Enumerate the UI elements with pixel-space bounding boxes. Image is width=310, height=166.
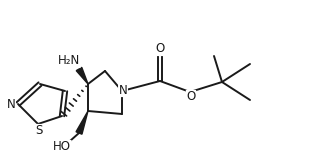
Text: H₂N: H₂N bbox=[58, 54, 80, 68]
Text: O: O bbox=[155, 42, 165, 55]
Text: O: O bbox=[186, 90, 196, 103]
Polygon shape bbox=[76, 67, 88, 84]
Text: HO: HO bbox=[53, 140, 71, 154]
Polygon shape bbox=[76, 111, 88, 134]
Text: N: N bbox=[7, 97, 16, 111]
Text: N: N bbox=[119, 83, 127, 96]
Text: S: S bbox=[35, 124, 43, 137]
